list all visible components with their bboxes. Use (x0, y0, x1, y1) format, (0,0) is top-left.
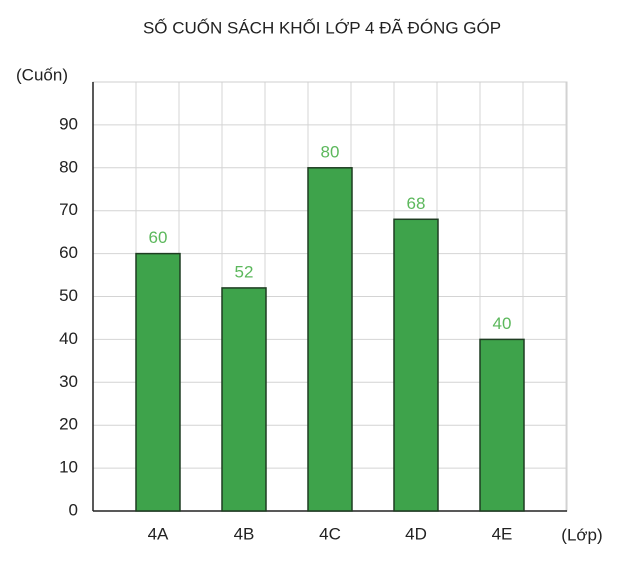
value-label: 60 (149, 228, 168, 247)
y-tick-label: 40 (59, 329, 78, 348)
x-tick-label: 4E (492, 524, 513, 543)
y-tick-label: 20 (59, 415, 78, 434)
x-axis-label: (Lớp) (561, 525, 602, 544)
x-tick-label: 4B (234, 524, 255, 543)
bar (393, 218, 439, 512)
value-label: 52 (235, 262, 254, 281)
y-tick-label: 10 (59, 458, 78, 477)
y-tick-label: 0 (69, 500, 78, 519)
y-tick-label: 60 (59, 243, 78, 262)
bar (135, 252, 181, 512)
y-tick-label: 70 (59, 200, 78, 219)
x-tick-label: 4A (148, 524, 169, 543)
bar (307, 167, 353, 512)
y-tick-label: 80 (59, 157, 78, 176)
value-label: 40 (493, 314, 512, 333)
chart-title: SỐ CUỐN SÁCH KHỐI LỚP 4 ĐÃ ĐÓNG GÓP (143, 17, 501, 37)
y-axis-label: (Cuốn) (16, 65, 68, 84)
bar (221, 287, 267, 512)
bar (479, 338, 525, 512)
x-tick-label: 4D (405, 524, 427, 543)
value-label: 68 (407, 194, 426, 213)
x-tick-label: 4C (319, 524, 341, 543)
y-tick-label: 90 (59, 114, 78, 133)
y-tick-label: 50 (59, 286, 78, 305)
value-label: 80 (321, 142, 340, 161)
y-tick-label: 30 (59, 372, 78, 391)
